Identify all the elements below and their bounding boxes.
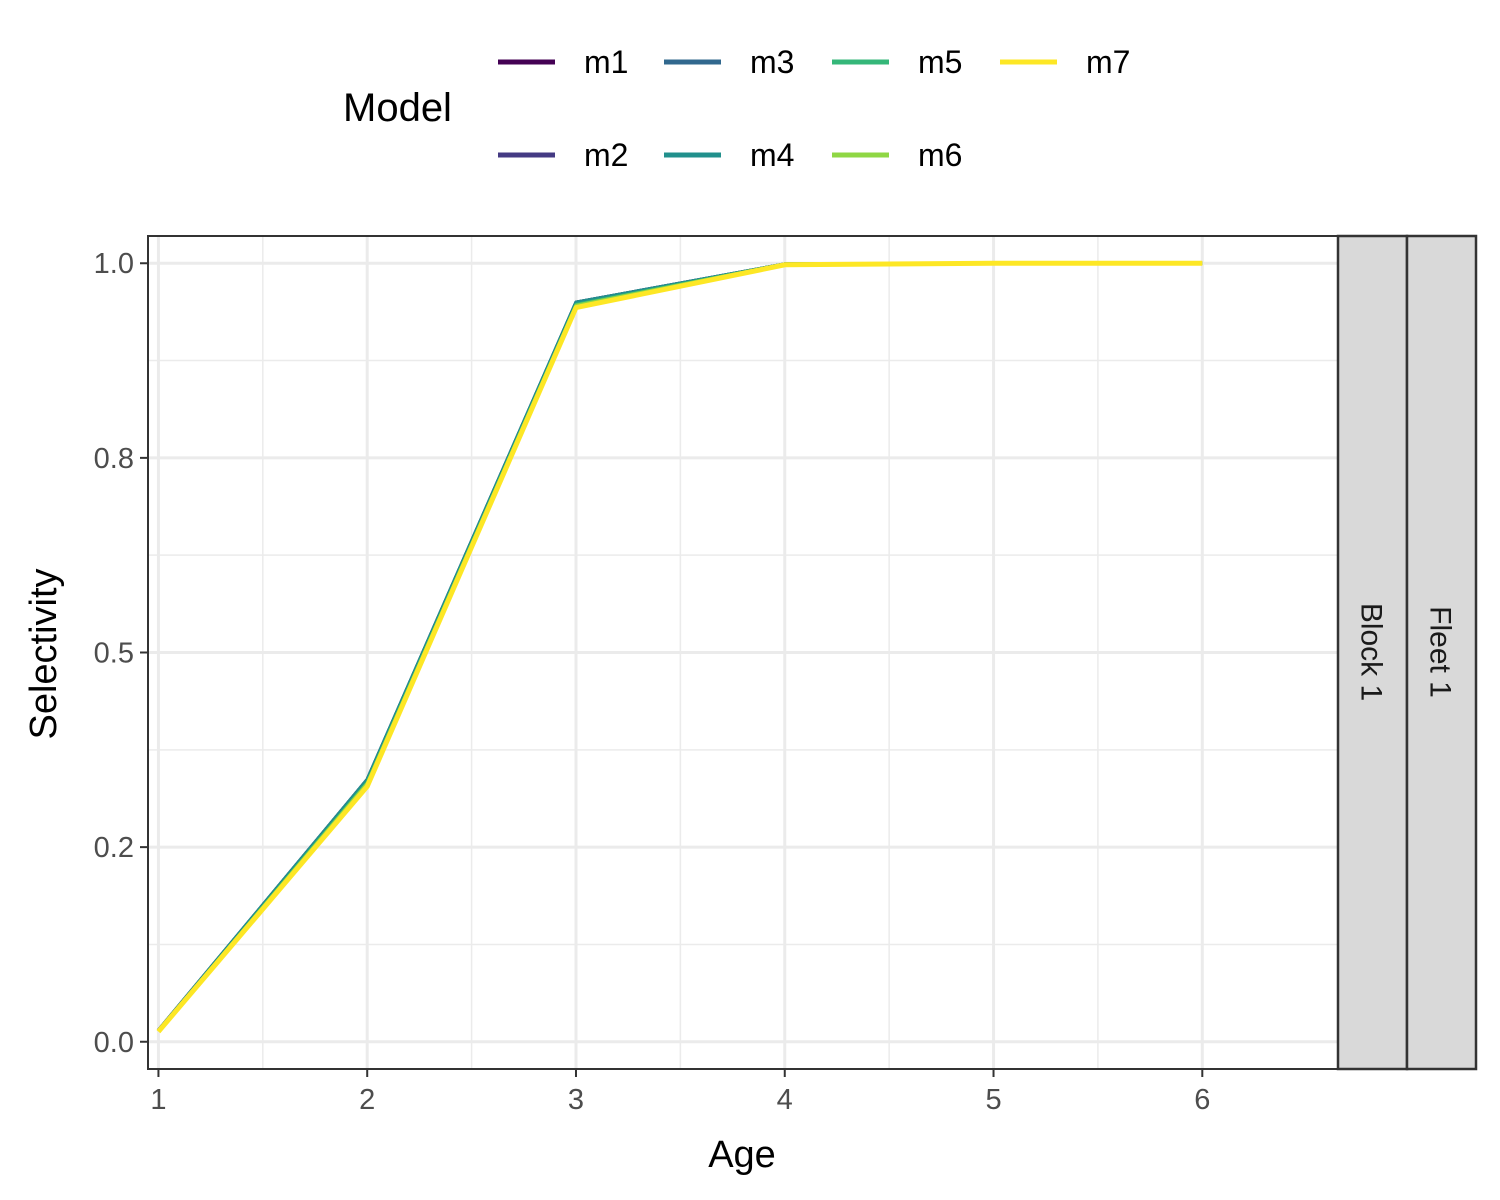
legend: Model m1 m2 m3 m4 m5 m6 m7 [343, 44, 1130, 173]
legend-label-m1: m1 [584, 44, 628, 80]
legend-label-m6: m6 [918, 137, 962, 173]
facet-strip [1336, 234, 1409, 1071]
facet-strip-label: Fleet 1 [1424, 606, 1457, 698]
legend-label-m5: m5 [918, 44, 962, 80]
y-tick-label: 0.8 [94, 443, 134, 475]
facet-strip [1405, 234, 1478, 1071]
legend-label-m4: m4 [750, 137, 794, 173]
x-tick-label: 4 [777, 1084, 793, 1116]
series-line-m7 [156, 260, 1203, 1034]
facet-strip-label: Block 1 [1355, 603, 1388, 701]
x-tick-label: 1 [150, 1084, 166, 1116]
y-axis-title: Selectivity [23, 568, 65, 739]
y-tick-label: 1.0 [94, 248, 134, 280]
legend-title: Model [343, 86, 452, 130]
facet-strips: Block 1 Fleet 1 [1336, 234, 1478, 1071]
x-tick-label: 3 [568, 1084, 584, 1116]
plot-panel [147, 235, 1339, 1070]
legend-label-m3: m3 [750, 44, 794, 80]
y-tick-label: 0.5 [94, 638, 134, 670]
x-tick-label: 2 [359, 1084, 375, 1116]
y-tick-label: 0.0 [94, 1027, 134, 1059]
axes: Age Selectivity 1 2 3 4 5 6 0.0 0.2 0.5 0.8 1.0 [23, 248, 1210, 1176]
x-axis-title: Age [708, 1134, 776, 1176]
legend-label-m2: m2 [584, 137, 628, 173]
x-tick-label: 6 [1194, 1084, 1210, 1116]
y-tick-label: 0.2 [94, 832, 134, 864]
legend-label-m7: m7 [1086, 44, 1130, 80]
x-tick-label: 5 [985, 1084, 1001, 1116]
